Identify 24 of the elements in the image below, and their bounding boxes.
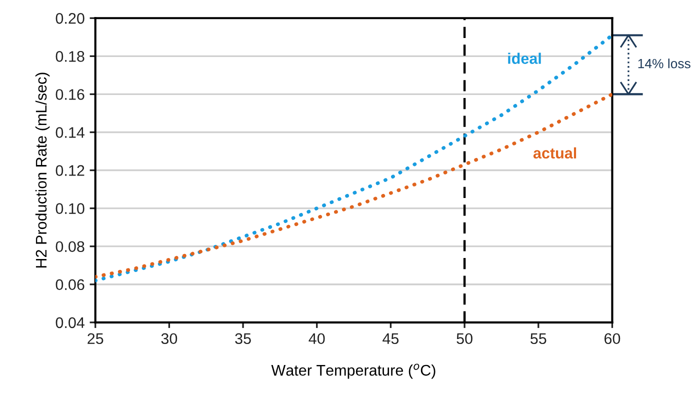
y-tick-label: 0.20 [56, 13, 84, 24]
y-tick-label: 0.10 [56, 203, 84, 214]
series-label: actual [533, 147, 576, 159]
line-series [95, 33, 612, 282]
y-axis-title: H2 Production Rate (mL/sec) [35, 72, 50, 268]
x-tick-label: 55 [530, 333, 546, 344]
x-tick-label: 45 [382, 333, 399, 344]
y-tick-label: 0.18 [56, 51, 84, 62]
x-axis-title: Water Temperature ($^{o}$C) [271, 364, 436, 379]
text: 14% loss [638, 58, 690, 68]
series-label: ideal [508, 52, 541, 64]
x-tick-label: 25 [88, 333, 104, 344]
x-tick-label: 35 [235, 333, 251, 344]
y-tick-label: 0.14 [56, 127, 84, 138]
y-tick-label: 0.16 [56, 89, 84, 100]
y-tick-label: 0.12 [56, 165, 84, 176]
x-tick-label: 30 [161, 333, 178, 344]
x-tick-label: 40 [308, 333, 325, 344]
x-tick-label: 50 [456, 333, 472, 344]
y-tick-label: 0.08 [56, 241, 84, 252]
y-tick-label: 0.04 [56, 317, 84, 328]
line-series [95, 92, 612, 279]
x-tick-label: 60 [604, 333, 620, 344]
y-tick-label: 0.06 [56, 279, 84, 290]
